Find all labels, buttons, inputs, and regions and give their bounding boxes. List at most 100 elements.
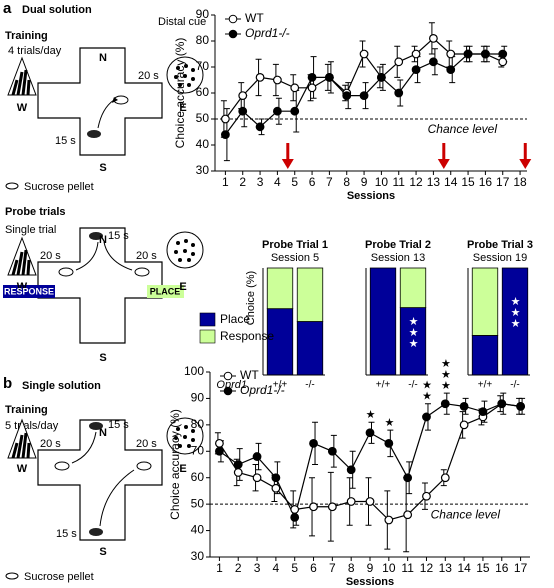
x-tick-label: 13 <box>427 175 441 189</box>
strategy-label: RESPONSE <box>4 286 54 296</box>
x-tick-label: 11 <box>392 175 405 189</box>
data-point <box>346 465 356 475</box>
legend-label: WT <box>240 368 259 382</box>
data-point <box>252 452 262 461</box>
data-point <box>271 473 281 483</box>
direction: N <box>99 52 107 64</box>
data-point <box>252 473 262 483</box>
diagram-title: Training <box>5 404 48 416</box>
time-label: 20 s <box>136 250 157 262</box>
reference-label: Chance level <box>428 122 498 136</box>
x-tick-label: 6 <box>309 175 316 189</box>
y-tick-label: 80 <box>191 417 205 431</box>
legend-label: Oprd1-/- <box>245 26 290 40</box>
data-point <box>220 114 230 124</box>
diagram-subtitle: 5 trials/day <box>5 420 59 432</box>
data-point <box>346 497 356 506</box>
x-tick-label: 9 <box>361 175 368 189</box>
data-point <box>446 49 456 59</box>
data-point <box>459 401 469 411</box>
y-tick-label: 50 <box>196 111 210 125</box>
x-axis-label: Oprd1 <box>216 379 247 391</box>
data-point <box>422 491 431 501</box>
data-point <box>384 438 394 448</box>
x-tick-label: 7 <box>326 175 333 189</box>
data-point <box>307 83 317 93</box>
data-point <box>290 106 300 116</box>
x-tick-label: 8 <box>343 175 350 189</box>
y-tick-label: 100 <box>184 364 204 378</box>
data-point <box>215 438 224 448</box>
data-point <box>233 468 243 477</box>
legend-label: WT <box>245 11 264 25</box>
significance-stars: ★ <box>364 408 376 419</box>
legend-label: Response <box>220 329 274 343</box>
panel-letter: b <box>3 375 12 392</box>
time-label: 20 s <box>40 438 61 450</box>
y-tick-label: 90 <box>196 7 210 21</box>
direction: S <box>99 546 106 558</box>
x-tick-label: +/+ <box>376 380 391 391</box>
y-axis-label: Choice (%) <box>245 271 257 325</box>
data-point <box>365 428 375 438</box>
x-tick-label: 3 <box>254 561 261 575</box>
data-point <box>498 49 508 59</box>
data-point <box>215 446 224 456</box>
bar-segment <box>296 267 324 322</box>
chart-title: Probe Trial 2 <box>365 239 431 251</box>
data-point <box>359 49 369 59</box>
x-tick-label: 4 <box>273 561 280 575</box>
data-point <box>429 34 438 43</box>
data-point <box>238 91 248 100</box>
y-axis-label: Choice accuracy (%) <box>173 38 187 149</box>
data-point <box>481 49 490 59</box>
data-point <box>446 65 456 74</box>
data-point <box>516 401 525 411</box>
data-point <box>290 83 300 93</box>
data-point <box>403 510 413 520</box>
data-point <box>220 130 230 140</box>
time-label: 15 s <box>55 135 76 147</box>
y-tick-label: 40 <box>191 523 205 537</box>
direction: N <box>99 234 107 246</box>
direction: S <box>99 352 106 364</box>
diagram-subtitle: Single trial <box>5 224 56 236</box>
diagram-title: Training <box>5 30 48 42</box>
pellet-legend: Sucrose pellet <box>24 181 94 193</box>
time-label: 15 s <box>56 528 77 540</box>
x-tick-label: 5 <box>291 175 298 189</box>
bar-segment <box>501 267 529 376</box>
x-axis-label: Sessions <box>346 576 394 588</box>
data-point <box>403 473 413 483</box>
data-point <box>290 512 300 522</box>
time-label: 20 s <box>136 438 157 450</box>
bar-segment <box>296 321 324 376</box>
x-tick-label: 16 <box>479 175 493 189</box>
x-tick-label: 11 <box>401 561 414 575</box>
data-point <box>290 505 300 514</box>
data-point <box>342 91 352 100</box>
legend-marker <box>223 386 233 396</box>
reference-label: Chance level <box>431 507 501 521</box>
bar-segment <box>399 267 427 308</box>
data-point <box>273 106 282 116</box>
direction: N <box>99 427 107 439</box>
data-point <box>255 72 265 82</box>
time-label: 15 s <box>108 230 129 242</box>
data-point <box>411 65 421 74</box>
y-tick-label: 40 <box>196 137 210 151</box>
data-point <box>429 57 438 67</box>
direction: E <box>179 463 186 475</box>
data-point <box>394 57 404 67</box>
time-label: 20 s <box>40 250 61 262</box>
legend-marker <box>228 29 238 39</box>
x-tick-label: 7 <box>329 561 336 575</box>
data-point <box>307 72 317 82</box>
x-tick-label: 17 <box>514 561 528 575</box>
x-tick-label: 1 <box>222 175 229 189</box>
y-tick-label: 50 <box>191 496 205 510</box>
data-point <box>411 49 421 59</box>
y-tick-label: 60 <box>191 470 205 484</box>
x-tick-label: 2 <box>239 175 246 189</box>
x-tick-label: 5 <box>291 561 298 575</box>
